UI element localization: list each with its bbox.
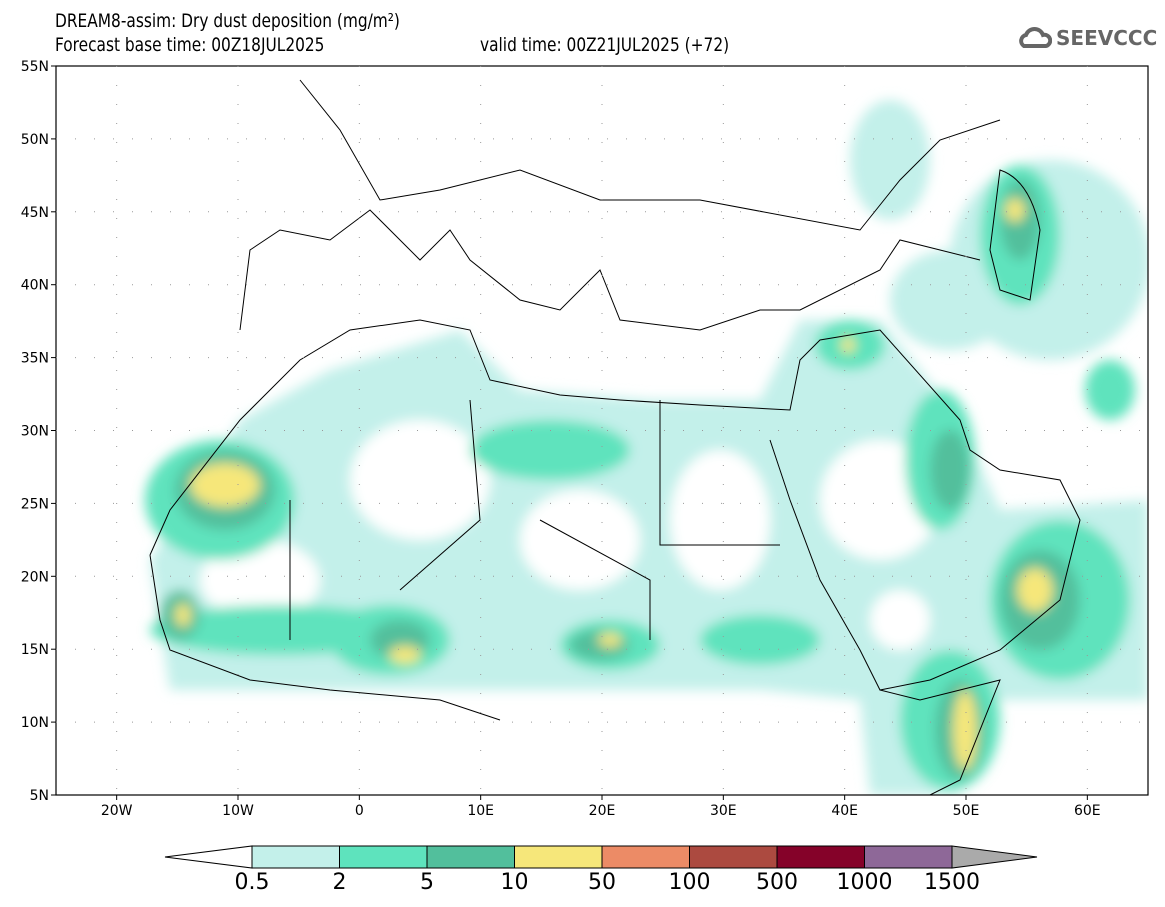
lon-label: 10W — [222, 803, 254, 819]
colorbar-label: 100 — [668, 870, 711, 895]
colorbar-label: 0.5 — [234, 870, 270, 895]
lon-label: 30E — [710, 803, 737, 819]
dust-free-areas — [200, 420, 940, 650]
colorbar-segment — [776, 845, 865, 869]
dust-level-10 — [175, 198, 1053, 770]
lon-label: 60E — [1074, 803, 1101, 819]
lat-label: 40N — [21, 278, 49, 294]
colorbar-segment — [514, 845, 603, 869]
lat-label: 50N — [21, 132, 49, 148]
seevccc-logo: SEEVCCC — [1018, 26, 1157, 50]
axis-labels: 55N 50N 45N 40N 35N 30N 25N 20N 15N 10N 5N 20W 10W 0 1… — [21, 59, 1101, 819]
lon-label: 20W — [101, 803, 133, 819]
base-time: Forecast base time: 00Z18JUL2025 — [55, 34, 325, 56]
lon-label: 50E — [953, 803, 980, 819]
cloud-icon — [1019, 27, 1052, 48]
colorbar — [164, 845, 1038, 869]
lon-label: 40E — [831, 803, 858, 819]
colorbar-segment — [864, 845, 953, 869]
map-title: DREAM8-assim: Dry dust deposition (mg/m²… — [55, 10, 400, 32]
lon-label: 10E — [467, 803, 494, 819]
lat-label: 35N — [21, 351, 49, 367]
lat-label: 45N — [21, 205, 49, 221]
colorbar-segment — [426, 845, 515, 869]
colorbar-label: 50 — [588, 870, 616, 895]
lat-label: 55N — [21, 59, 49, 75]
lat-label: 15N — [21, 642, 49, 658]
colorbar-over-arrow — [951, 845, 1038, 869]
colorbar-label: 1000 — [836, 870, 893, 895]
lon-label: 20E — [589, 803, 616, 819]
logo-text: SEEVCCC — [1056, 26, 1158, 50]
colorbar-label: 1500 — [924, 870, 980, 895]
lat-label: 5N — [30, 788, 49, 804]
lat-label: 25N — [21, 496, 49, 512]
lon-label: 0 — [355, 803, 364, 819]
lat-label: 30N — [21, 424, 49, 440]
lat-label: 20N — [21, 569, 49, 585]
colorbar-label: 2 — [332, 870, 347, 895]
colorbar-label: 500 — [756, 870, 798, 895]
colorbar-under-arrow — [164, 845, 253, 869]
dust-field — [145, 100, 1148, 795]
valid-time: valid time: 00Z21JUL2025 (+72) — [480, 34, 730, 56]
coastlines — [149, 79, 1081, 795]
colorbar-segment — [339, 845, 428, 869]
colorbar-segment — [689, 845, 778, 869]
colorbar-label: 5 — [420, 870, 434, 895]
lat-label: 10N — [21, 715, 49, 731]
colorbar-label: 10 — [500, 870, 529, 895]
colorbar-segment — [251, 845, 340, 869]
colorbar-segment — [601, 845, 690, 869]
